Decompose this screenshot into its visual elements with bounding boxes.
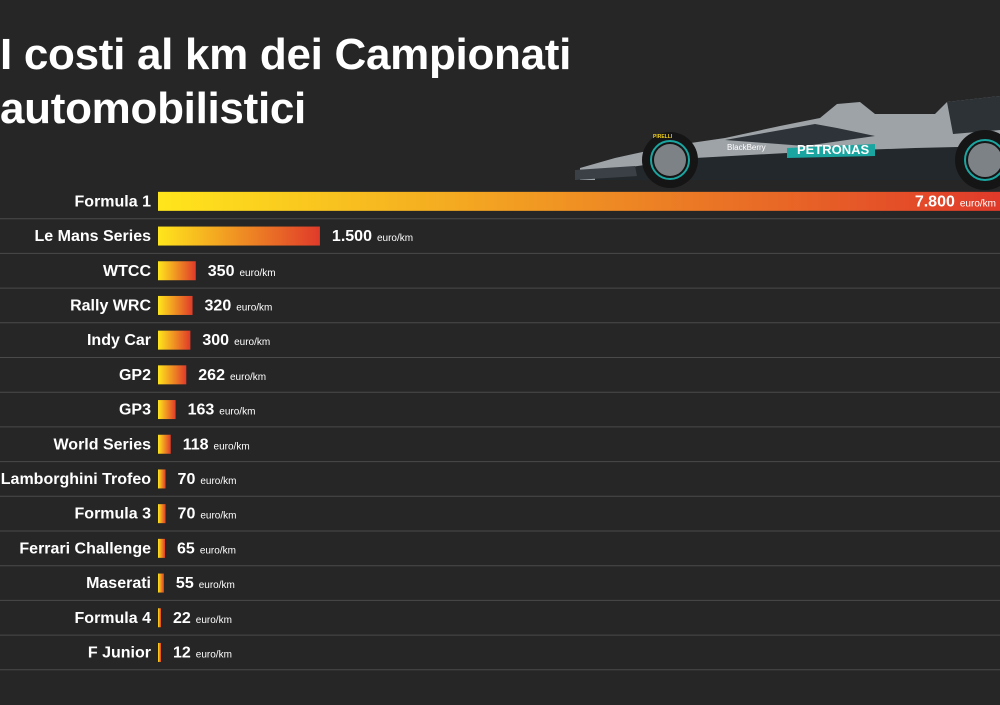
bar-row: Le Mans Series 1.500 euro/km xyxy=(0,226,1000,254)
rear-wing xyxy=(947,96,1000,134)
bar xyxy=(158,469,166,489)
bar xyxy=(158,295,193,315)
value-label: 350 euro/km xyxy=(208,263,276,280)
category-label: Formula 4 xyxy=(75,610,152,627)
value-label: 300 euro/km xyxy=(202,332,270,349)
bar xyxy=(158,226,320,246)
value-label: 118 euro/km xyxy=(183,436,250,453)
category-label: Le Mans Series xyxy=(35,228,152,245)
bar-row: Indy Car 300 euro/km xyxy=(0,330,1000,358)
rear-rim-stripe xyxy=(964,139,1000,181)
sponsor-blackberry: BlackBerry xyxy=(727,143,766,152)
car-sidepod xyxy=(725,124,875,146)
value-label: 163 euro/km xyxy=(188,402,256,419)
bar xyxy=(158,330,191,350)
car-floor xyxy=(595,146,1000,180)
category-label: GP3 xyxy=(119,402,151,419)
value-label: 262 euro/km xyxy=(198,367,266,384)
bar xyxy=(158,400,176,420)
bar-row: WTCC 350 euro/km xyxy=(0,261,1000,289)
value-label: 7.800 euro/km xyxy=(915,193,996,210)
bar xyxy=(158,434,171,454)
category-label: WTCC xyxy=(103,263,151,280)
bar-row: F Junior 12 euro/km xyxy=(0,642,1000,671)
petronas-stripe xyxy=(787,144,875,158)
front-rim xyxy=(654,144,686,176)
bar-row: Formula 1 7.800 euro/km xyxy=(0,191,1000,220)
category-label: Rally WRC xyxy=(70,297,151,314)
category-label: Formula 3 xyxy=(75,506,152,523)
bar-row: GP2 262 euro/km xyxy=(0,365,1000,393)
bar-row: Rally WRC 320 euro/km xyxy=(0,295,1000,324)
value-label: 55 euro/km xyxy=(176,575,235,592)
bar xyxy=(158,573,164,593)
category-label: Formula 1 xyxy=(75,193,152,210)
bar xyxy=(158,608,161,628)
value-label: 65 euro/km xyxy=(177,540,236,557)
category-label: Indy Car xyxy=(87,332,151,349)
value-label: 1.500 euro/km xyxy=(332,228,413,245)
bar-row: Maserati 55 euro/km xyxy=(0,573,1000,601)
bar xyxy=(158,642,161,662)
bar xyxy=(158,191,1000,211)
bar-row: Formula 3 70 euro/km xyxy=(0,504,1000,532)
bar-row: World Series 118 euro/km xyxy=(0,434,1000,463)
category-label: F Junior xyxy=(88,644,151,661)
bar-row: Lamborghini Trofeo 70 euro/km xyxy=(0,469,1000,497)
bar xyxy=(158,261,196,281)
sponsor-petronas: PETRONAS xyxy=(797,142,870,157)
bar-row: Ferrari Challenge 65 euro/km xyxy=(0,538,1000,567)
bar-row: GP3 163 euro/km xyxy=(0,400,1000,428)
bar-row: Formula 4 22 euro/km xyxy=(0,608,1000,636)
category-label: Lamborghini Trofeo xyxy=(1,471,151,488)
value-label: 320 euro/km xyxy=(205,297,273,314)
value-label: 70 euro/km xyxy=(178,471,237,488)
value-label: 70 euro/km xyxy=(178,506,237,523)
category-label: World Series xyxy=(53,436,151,453)
category-label: GP2 xyxy=(119,367,151,384)
bar xyxy=(158,504,166,524)
value-label: 12 euro/km xyxy=(173,644,232,661)
category-label: Ferrari Challenge xyxy=(19,540,151,557)
chart-title: I costi al km dei Campionati automobilis… xyxy=(0,30,572,133)
front-rim-stripe xyxy=(650,140,690,180)
rear-rim xyxy=(968,143,1000,177)
value-label: 22 euro/km xyxy=(173,610,232,627)
f1-car-icon: PETRONAS BlackBerry PIRELLI xyxy=(575,96,1000,190)
bar xyxy=(158,538,166,558)
category-label: Maserati xyxy=(86,575,151,592)
sponsor-pirelli: PIRELLI xyxy=(653,134,673,140)
front-wing xyxy=(575,166,637,180)
bar xyxy=(158,365,187,385)
